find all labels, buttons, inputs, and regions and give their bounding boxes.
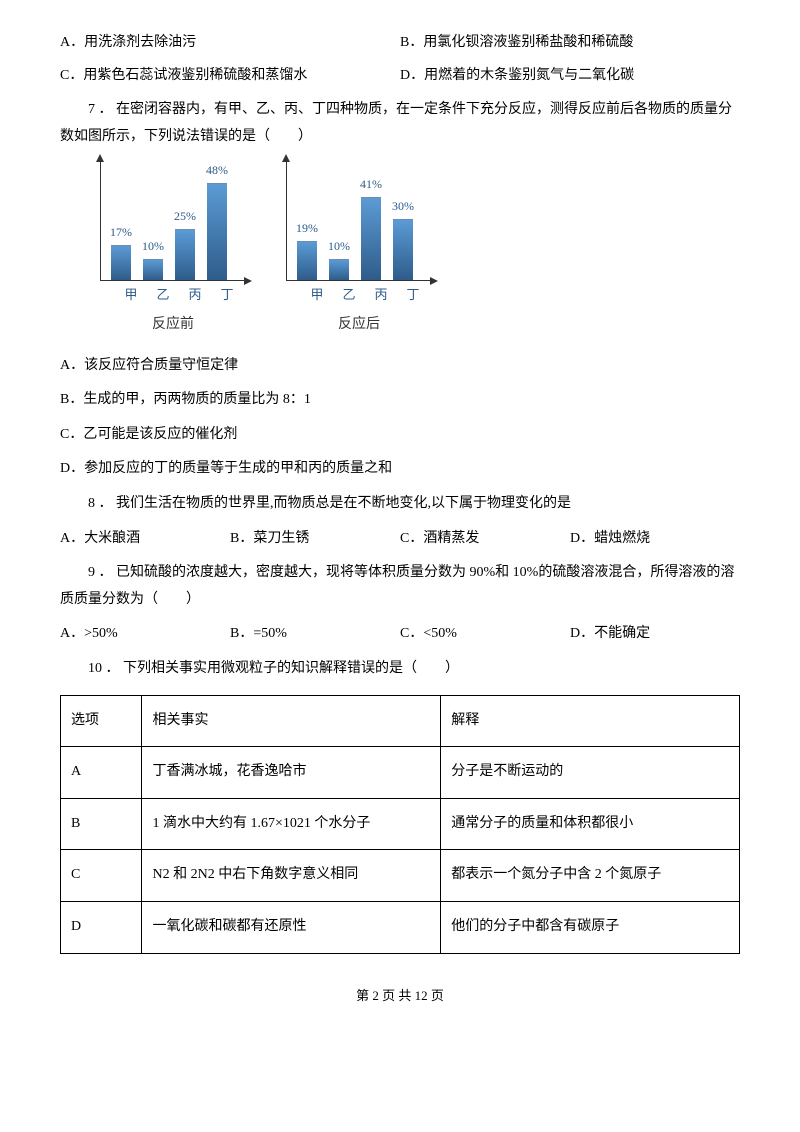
chart-after: 19% 10% 41% 30% 甲乙丙丁 反应后 xyxy=(286,160,432,338)
table-cell: B xyxy=(61,798,142,850)
x-axis-arrow-icon xyxy=(430,277,438,285)
q8-opt-c: C．酒精蒸发 xyxy=(400,526,570,553)
table-header: 相关事实 xyxy=(142,695,441,747)
bar-丁: 48% xyxy=(207,159,227,281)
table-cell: 1 滴水中大约有 1.67×1021 个水分子 xyxy=(142,798,441,850)
bar-value-label: 10% xyxy=(142,235,164,258)
bar-rect xyxy=(297,241,317,280)
table-cell: 通常分子的质量和体积都很小 xyxy=(441,798,740,850)
bar-value-label: 19% xyxy=(296,217,318,240)
table-header: 解释 xyxy=(441,695,740,747)
q9-stem: 9 ． 已知硫酸的浓度越大，密度越大，现将等体积质量分数为 90%和 10%的硫… xyxy=(60,560,740,613)
bar-丁: 30% xyxy=(393,195,413,281)
q7-opt-c: C．乙可能是该反应的催化剂 xyxy=(60,422,740,449)
q9-opt-d: D．不能确定 xyxy=(570,621,740,648)
q6-opt-a: A．用洗涤剂去除油污 xyxy=(60,30,400,57)
chart-before-title: 反应前 xyxy=(152,312,194,339)
table-cell: C xyxy=(61,850,142,902)
bar-rect xyxy=(329,259,349,280)
table-row: CN2 和 2N2 中右下角数字意义相同都表示一个氮分子中含 2 个氮原子 xyxy=(61,850,740,902)
x-label: 乙 xyxy=(153,283,173,308)
q6-opt-d: D．用燃着的木条鉴别氮气与二氧化碳 xyxy=(400,63,740,90)
q9-options: A．>50% B．=50% C．<50% D．不能确定 xyxy=(60,621,740,648)
x-label: 丁 xyxy=(403,283,423,308)
charts-container: 17%10%25%48% 甲乙丙丁 反应前 19%10%41%30% 甲乙丙丁 … xyxy=(100,160,740,338)
bar-rect xyxy=(361,197,381,280)
page-content: A．用洗涤剂去除油污 B．用氯化钡溶液鉴别稀盐酸和稀硫酸 C．用紫色石蕊试液鉴别… xyxy=(0,0,800,1028)
q6-row1: A．用洗涤剂去除油污 B．用氯化钡溶液鉴别稀盐酸和稀硫酸 xyxy=(60,30,740,57)
q9-opt-b: B．=50% xyxy=(230,621,400,648)
q10-table: 选项相关事实解释A丁香满冰城，花香逸哈市分子是不断运动的B1 滴水中大约有 1.… xyxy=(60,695,740,954)
bar-乙: 10% xyxy=(143,235,163,281)
table-cell: 丁香满冰城，花香逸哈市 xyxy=(142,747,441,799)
page-footer: 第 2 页 共 12 页 xyxy=(60,984,740,1009)
bar-rect xyxy=(175,229,195,280)
table-cell: 一氧化碳和碳都有还原性 xyxy=(142,901,441,953)
x-label: 甲 xyxy=(121,283,141,308)
y-axis-arrow-icon xyxy=(96,154,104,162)
bar-value-label: 25% xyxy=(174,205,196,228)
bar-value-label: 10% xyxy=(328,235,350,258)
q10-stem: 10 ． 下列相关事实用微观粒子的知识解释错误的是（ ） xyxy=(60,656,740,683)
bar-甲: 17% xyxy=(111,221,131,281)
x-label: 丁 xyxy=(217,283,237,308)
q7-opt-b: B．生成的甲，丙两物质的质量比为 8：1 xyxy=(60,387,740,414)
q8-opt-a: A．大米酿酒 xyxy=(60,526,230,553)
x-axis-arrow-icon xyxy=(244,277,252,285)
bar-rect xyxy=(393,219,413,280)
chart-after-axes: 19% 10% 41% 30% xyxy=(286,160,432,281)
q8-stem: 8 ． 我们生活在物质的世界里,而物质总是在不断地变化,以下属于物理变化的是 xyxy=(60,491,740,518)
table-row: D一氧化碳和碳都有还原性他们的分子中都含有碳原子 xyxy=(61,901,740,953)
table-row: B1 滴水中大约有 1.67×1021 个水分子通常分子的质量和体积都很小 xyxy=(61,798,740,850)
bar-甲: 19% xyxy=(297,217,317,281)
bar-value-label: 48% xyxy=(206,159,228,182)
q8-opt-d: D．蜡烛燃烧 xyxy=(570,526,740,553)
q9-opt-c: C．<50% xyxy=(400,621,570,648)
chart-before-xlabels: 甲乙丙丁 xyxy=(121,283,237,308)
bar-value-label: 30% xyxy=(392,195,414,218)
y-axis-arrow-icon xyxy=(282,154,290,162)
table-cell: 都表示一个氮分子中含 2 个氮原子 xyxy=(441,850,740,902)
bar-丙: 25% xyxy=(175,205,195,281)
bar-rect xyxy=(111,245,131,280)
q8-options: A．大米酿酒 B．菜刀生锈 C．酒精蒸发 D．蜡烛燃烧 xyxy=(60,526,740,553)
bar-rect xyxy=(207,183,227,280)
chart-after-title: 反应后 xyxy=(338,312,380,339)
table-cell: N2 和 2N2 中右下角数字意义相同 xyxy=(142,850,441,902)
bar-丙: 41% xyxy=(361,173,381,281)
bar-乙: 10% xyxy=(329,235,349,281)
x-label: 乙 xyxy=(339,283,359,308)
chart-after-xlabels: 甲乙丙丁 xyxy=(307,283,423,308)
chart-before: 17% 10% 25% 48% 甲乙丙丁 反应前 xyxy=(100,160,246,338)
q8-opt-b: B．菜刀生锈 xyxy=(230,526,400,553)
chart-after-bars: 19% 10% 41% 30% xyxy=(297,173,413,281)
table-header: 选项 xyxy=(61,695,142,747)
chart-before-bars: 17% 10% 25% 48% xyxy=(111,159,227,281)
table-cell: 分子是不断运动的 xyxy=(441,747,740,799)
q7-opt-d: D．参加反应的丁的质量等于生成的甲和丙的质量之和 xyxy=(60,456,740,483)
bar-rect xyxy=(143,259,163,280)
x-label: 丙 xyxy=(371,283,391,308)
q6-opt-b: B．用氯化钡溶液鉴别稀盐酸和稀硫酸 xyxy=(400,30,740,57)
table-cell: 他们的分子中都含有碳原子 xyxy=(441,901,740,953)
bar-value-label: 17% xyxy=(110,221,132,244)
x-label: 丙 xyxy=(185,283,205,308)
table-cell: D xyxy=(61,901,142,953)
q7-opt-a: A．该反应符合质量守恒定律 xyxy=(60,353,740,380)
q9-opt-a: A．>50% xyxy=(60,621,230,648)
table-cell: A xyxy=(61,747,142,799)
q7-stem: 7 ． 在密闭容器内，有甲、乙、丙、丁四种物质，在一定条件下充分反应，测得反应前… xyxy=(60,97,740,150)
q6-row2: C．用紫色石蕊试液鉴别稀硫酸和蒸馏水 D．用燃着的木条鉴别氮气与二氧化碳 xyxy=(60,63,740,90)
bar-value-label: 41% xyxy=(360,173,382,196)
x-label: 甲 xyxy=(307,283,327,308)
q6-opt-c: C．用紫色石蕊试液鉴别稀硫酸和蒸馏水 xyxy=(60,63,400,90)
table-row: A丁香满冰城，花香逸哈市分子是不断运动的 xyxy=(61,747,740,799)
chart-before-axes: 17% 10% 25% 48% xyxy=(100,160,246,281)
